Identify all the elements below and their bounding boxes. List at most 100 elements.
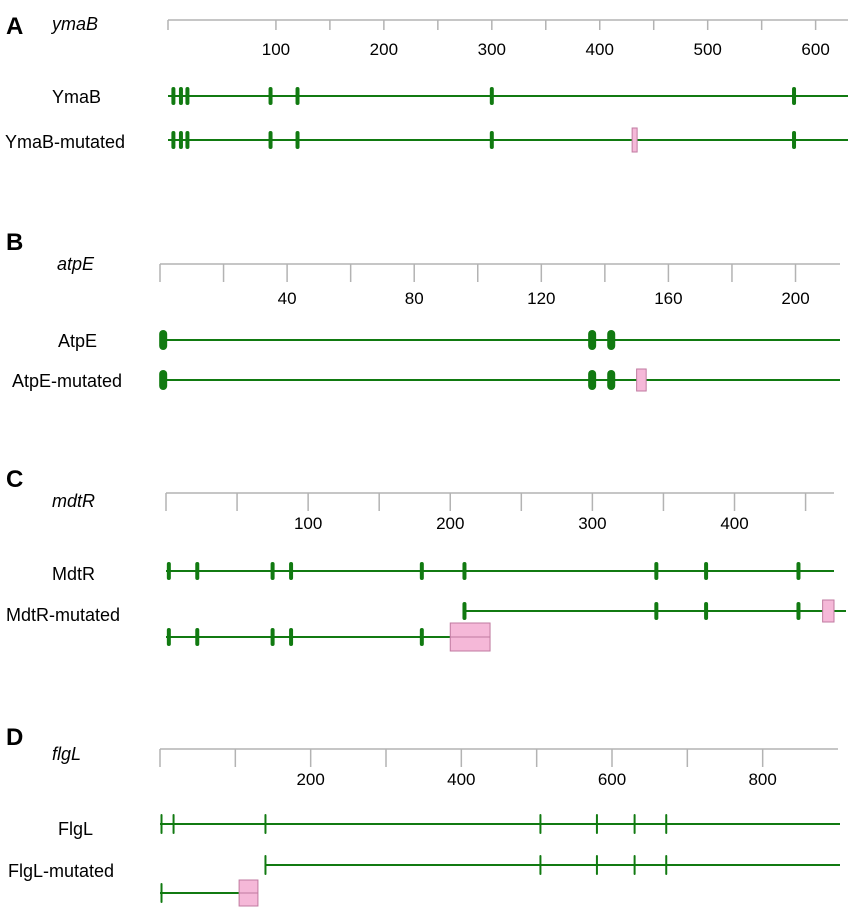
site-mark-flgl [172,814,175,834]
tick-label-mdtr: 200 [436,514,464,533]
gene-name-atpe: atpE [57,254,95,274]
track-label-atpe: AtpE [58,331,97,351]
site-mark-flgl [160,883,163,903]
site-mark-ymab [792,131,797,149]
site-mark-ymab [295,131,300,149]
site-mark-ymab [178,87,183,105]
tick-label-flgl: 600 [598,770,626,789]
site-mark-ymab [185,87,190,105]
site-mark-mdtr [289,562,294,580]
tracks-panel-d [160,814,840,907]
site-mark-flgl [665,855,668,875]
site-mark-mdtr [462,602,467,620]
site-mark-ymab [268,87,273,105]
site-mark-mdtr [195,628,200,646]
tick-label-ymab: 200 [370,40,398,59]
mutation-box-atpe [636,368,647,392]
tick-label-atpe: 40 [278,289,297,308]
gene-name-flgl: flgL [52,744,81,764]
site-mark-atpe [588,370,597,390]
axis-panel-b: 40 80 120 160 200 [159,263,840,308]
site-mark-flgl [539,814,542,834]
site-mark-mdtr [419,562,424,580]
site-mark-flgl [633,855,636,875]
axis-panel-d: 200 400 600 800 [159,748,838,789]
tick-label-atpe: 120 [527,289,555,308]
site-mark-atpe [588,330,597,350]
panel-d: D flgL 200 400 600 800 FlgL FlgL-mutated [6,724,840,907]
site-mark-flgl [264,814,267,834]
tick-label-atpe: 200 [781,289,809,308]
site-mark-ymab [489,131,494,149]
tick-label-ymab: 400 [586,40,614,59]
panel-letter-b: B [6,229,23,256]
site-mark-mdtr [270,628,275,646]
site-mark-ymab [171,87,176,105]
tick-label-ymab: 300 [478,40,506,59]
site-mark-flgl [539,855,542,875]
site-mark-ymab [295,87,300,105]
site-mark-ymab [268,131,273,149]
site-mark-ymab [171,131,176,149]
panel-c: C mdtR 100 200 300 400 MdtR MdtR-mutated [6,466,846,652]
tick-label-ymab: 600 [801,40,829,59]
tick-label-flgl: 400 [447,770,475,789]
tracks-panel-b [159,330,840,392]
mutation-box-ymab [631,127,638,153]
site-mark-flgl [160,814,163,834]
track-label-flgl-mutated: FlgL-mutated [8,861,114,881]
site-mark-flgl [633,814,636,834]
site-mark-ymab [185,131,190,149]
tick-label-atpe: 80 [405,289,424,308]
tracks-panel-c [166,562,846,652]
tracks-panel-a [168,87,848,153]
site-mark-ymab [178,131,183,149]
site-mark-atpe [607,330,616,350]
axis-panel-a: 100 200 300 400 500 600 [167,19,848,59]
tick-label-mdtr: 400 [720,514,748,533]
site-mark-mdtr [704,562,709,580]
site-mark-mdtr [654,562,659,580]
tick-label-ymab: 500 [693,40,721,59]
site-mark-flgl [595,855,598,875]
mutation-box-mdtr [822,599,835,623]
site-mark-mdtr [796,602,801,620]
gene-name-mdtr: mdtR [52,491,95,511]
gene-name-ymab: ymaB [50,14,98,34]
track-label-mdtr-mutated: MdtR-mutated [6,605,120,625]
site-mark-mdtr [195,562,200,580]
axis-panel-c: 100 200 300 400 [165,492,834,533]
tick-label-ymab: 100 [262,40,290,59]
site-mark-ymab [792,87,797,105]
site-mark-atpe [159,330,168,350]
site-mark-mdtr [166,628,171,646]
panel-letter-a: A [6,13,23,40]
panel-letter-c: C [6,466,23,493]
site-mark-atpe [607,370,616,390]
site-mark-flgl [595,814,598,834]
site-mark-flgl [264,855,267,875]
site-mark-mdtr [166,562,171,580]
site-mark-mdtr [704,602,709,620]
track-label-mdtr: MdtR [52,564,95,584]
panel-b: B atpE 40 80 120 160 200 AtpE AtpE-mutated [6,229,840,392]
tick-label-mdtr: 300 [578,514,606,533]
tick-label-mdtr: 100 [294,514,322,533]
tick-label-flgl: 200 [296,770,324,789]
site-mark-flgl [665,814,668,834]
site-mark-mdtr [289,628,294,646]
track-label-ymab-mutated: YmaB-mutated [5,132,125,152]
panel-a: A ymaB 100 200 300 400 500 600 YmaB YmaB-muta… [5,13,848,153]
track-label-ymab: YmaB [52,87,101,107]
site-mark-mdtr [796,562,801,580]
site-mark-atpe [159,370,168,390]
site-mark-mdtr [462,562,467,580]
tick-label-flgl: 800 [748,770,776,789]
site-mark-ymab [489,87,494,105]
track-label-flgl: FlgL [58,819,93,839]
site-mark-mdtr [270,562,275,580]
site-mark-mdtr [654,602,659,620]
tick-label-atpe: 160 [654,289,682,308]
panel-letter-d: D [6,724,23,751]
